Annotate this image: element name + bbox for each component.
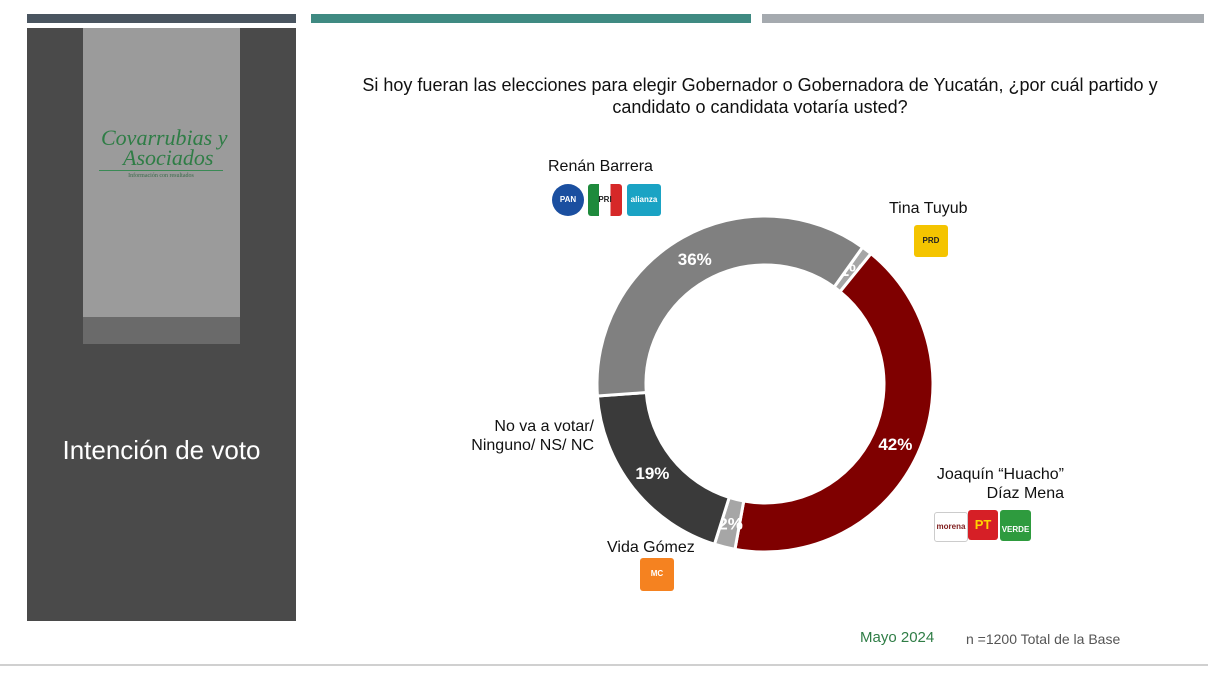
alianza-logo-icon: alianza bbox=[627, 184, 661, 216]
donut-slice-1 bbox=[733, 251, 935, 554]
donut-slice-4 bbox=[595, 214, 865, 398]
sidebar-panel: Covarrubias y Asociados Información con … bbox=[27, 28, 296, 621]
label-vida-gomez: Vida Gómez bbox=[607, 539, 695, 556]
header-bar-right bbox=[762, 14, 1204, 23]
data-label-4: 36% bbox=[678, 250, 712, 269]
bottom-divider bbox=[0, 664, 1208, 666]
logo-line1: Covarrubias y bbox=[101, 125, 228, 150]
pt-logo-icon: PT bbox=[968, 510, 998, 540]
prd-logo-icon: PRD bbox=[914, 225, 948, 257]
data-label-2: 2% bbox=[718, 514, 743, 533]
data-label-1: 42% bbox=[878, 435, 912, 454]
logo-strip bbox=[83, 317, 240, 344]
label-no-va-a-votar: No va a votar/ Ninguno/ NS/ NC bbox=[471, 418, 594, 454]
logo-tagline: Información con resultados bbox=[128, 173, 194, 179]
pri-logo-icon: PRI bbox=[588, 184, 622, 216]
chart-title: Si hoy fueran las elecciones para elegir… bbox=[362, 75, 1158, 117]
footer-sample-size: n =1200 Total de la Base bbox=[966, 631, 1121, 647]
footer-date: Mayo 2024 bbox=[860, 629, 935, 646]
morena-logo-icon: morena bbox=[934, 512, 968, 542]
mc-logo-icon: MC bbox=[640, 558, 674, 591]
label-tina-tuyub: Tina Tuyub bbox=[889, 200, 968, 217]
header-bar-middle bbox=[311, 14, 751, 23]
label-joaquin-diaz-mena: Joaquín “Huacho” Díaz Mena bbox=[936, 466, 1064, 502]
label-renan-barrera: Renán Barrera bbox=[548, 158, 653, 175]
company-logo: Covarrubias y Asociados bbox=[101, 125, 231, 170]
data-label-3: 19% bbox=[635, 464, 669, 483]
section-title: Intención de voto bbox=[62, 435, 261, 465]
header-bar-left bbox=[27, 14, 296, 23]
pan-logo-icon: PAN bbox=[552, 184, 584, 216]
logo-line2: Asociados bbox=[123, 145, 214, 170]
verde-logo-icon: VERDE bbox=[1000, 510, 1031, 541]
logo-block: Covarrubias y Asociados Información con … bbox=[83, 28, 240, 317]
logo-divider bbox=[99, 170, 223, 171]
